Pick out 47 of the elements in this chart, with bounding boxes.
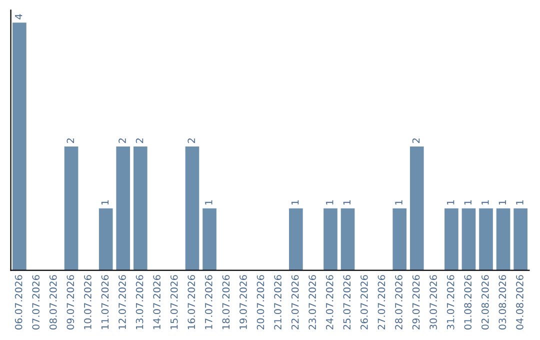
- data-label: 2: [136, 138, 144, 143]
- x-tick-label: 28.07.2026: [395, 275, 402, 330]
- x-tick-label: 13.07.2026: [136, 275, 144, 330]
- x-tick-label: 01.08.2026: [464, 275, 472, 330]
- data-label: 2: [412, 138, 420, 143]
- x-tick-label: 22.07.2026: [291, 275, 299, 330]
- x-tick-label: 30.07.2026: [430, 275, 437, 330]
- x-tick-label: 24.07.2026: [326, 275, 334, 330]
- data-label: 1: [101, 200, 109, 205]
- data-label: 2: [66, 138, 74, 143]
- data-label: 1: [395, 200, 402, 205]
- data-label: 1: [482, 200, 489, 205]
- x-tick-label: 25.07.2026: [343, 275, 351, 330]
- data-label: 1: [205, 200, 212, 205]
- x-tick-label: 29.07.2026: [412, 275, 420, 330]
- x-tick-label: 04.08.2026: [516, 275, 524, 330]
- x-tick-label: 15.07.2026: [170, 275, 178, 330]
- x-tick-label: 08.07.2026: [49, 275, 57, 330]
- data-label: 1: [447, 200, 454, 205]
- x-tick-label: 03.08.2026: [498, 275, 506, 330]
- x-tick-label: 14.07.2026: [153, 275, 160, 330]
- data-label: 2: [188, 138, 195, 143]
- x-tick-label: 26.07.2026: [360, 275, 368, 330]
- x-tick-label: 02.08.2026: [481, 275, 489, 330]
- x-tick-label: 20.07.2026: [256, 275, 264, 330]
- x-tick-label: 10.07.2026: [84, 275, 92, 330]
- x-tick-label: 12.07.2026: [118, 275, 126, 330]
- x-tick-label: 23.07.2026: [308, 275, 316, 330]
- x-tick-label: 07.07.2026: [32, 275, 40, 330]
- x-tick-label: 31.07.2026: [446, 275, 454, 330]
- x-tick-label: 18.07.2026: [222, 275, 230, 330]
- x-tick-label: 19.07.2026: [240, 275, 247, 330]
- x-tick-label: 09.07.2026: [66, 275, 74, 330]
- data-label: 1: [343, 200, 350, 205]
- data-label: 1: [464, 200, 472, 205]
- data-label: 2: [118, 138, 126, 143]
- x-tick-label: 17.07.2026: [204, 275, 212, 330]
- x-tick-label: 21.07.2026: [274, 275, 282, 330]
- x-tick-label: 06.07.2026: [14, 275, 22, 330]
- data-label: 1: [516, 200, 524, 205]
- x-tick-label: 11.07.2026: [101, 275, 109, 330]
- data-label: 4: [15, 14, 22, 20]
- data-label: 1: [292, 200, 299, 205]
- data-label: 1: [326, 200, 334, 205]
- x-tick-label: 16.07.2026: [188, 275, 196, 330]
- data-label: 1: [498, 200, 506, 205]
- x-tick-label: 27.07.2026: [378, 275, 386, 330]
